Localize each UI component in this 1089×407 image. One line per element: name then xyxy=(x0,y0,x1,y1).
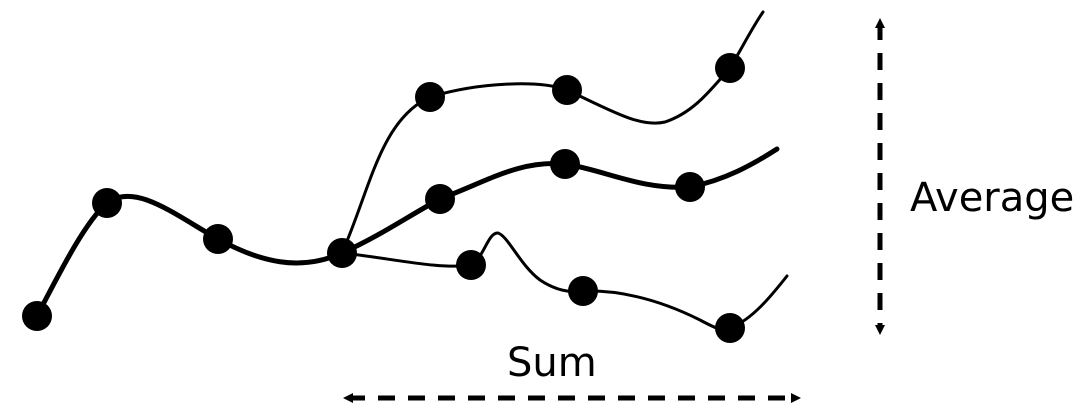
upper-branch-node-3 xyxy=(715,53,745,83)
trunk-node-2 xyxy=(92,188,122,218)
middle-branch-node-3 xyxy=(675,172,705,202)
branch-point-node xyxy=(327,238,357,268)
lower-branch-node-3 xyxy=(715,313,745,343)
nodes-group xyxy=(22,53,745,343)
average-label: Average xyxy=(910,175,1075,221)
upper-branch-node-1 xyxy=(415,82,445,112)
trunk-node-1 xyxy=(22,301,52,331)
sum-label: Sum xyxy=(507,340,597,386)
middle-branch-node-1 xyxy=(425,184,455,214)
trunk-curve xyxy=(34,193,345,319)
lower-branch-node-1 xyxy=(456,250,486,280)
upper-branch-node-2 xyxy=(552,75,582,105)
trunk-node-3 xyxy=(203,224,233,254)
curves-group xyxy=(34,10,789,332)
lower-branch-curve xyxy=(340,231,789,332)
middle-branch-node-2 xyxy=(550,149,580,179)
lower-branch-node-2 xyxy=(568,276,598,306)
